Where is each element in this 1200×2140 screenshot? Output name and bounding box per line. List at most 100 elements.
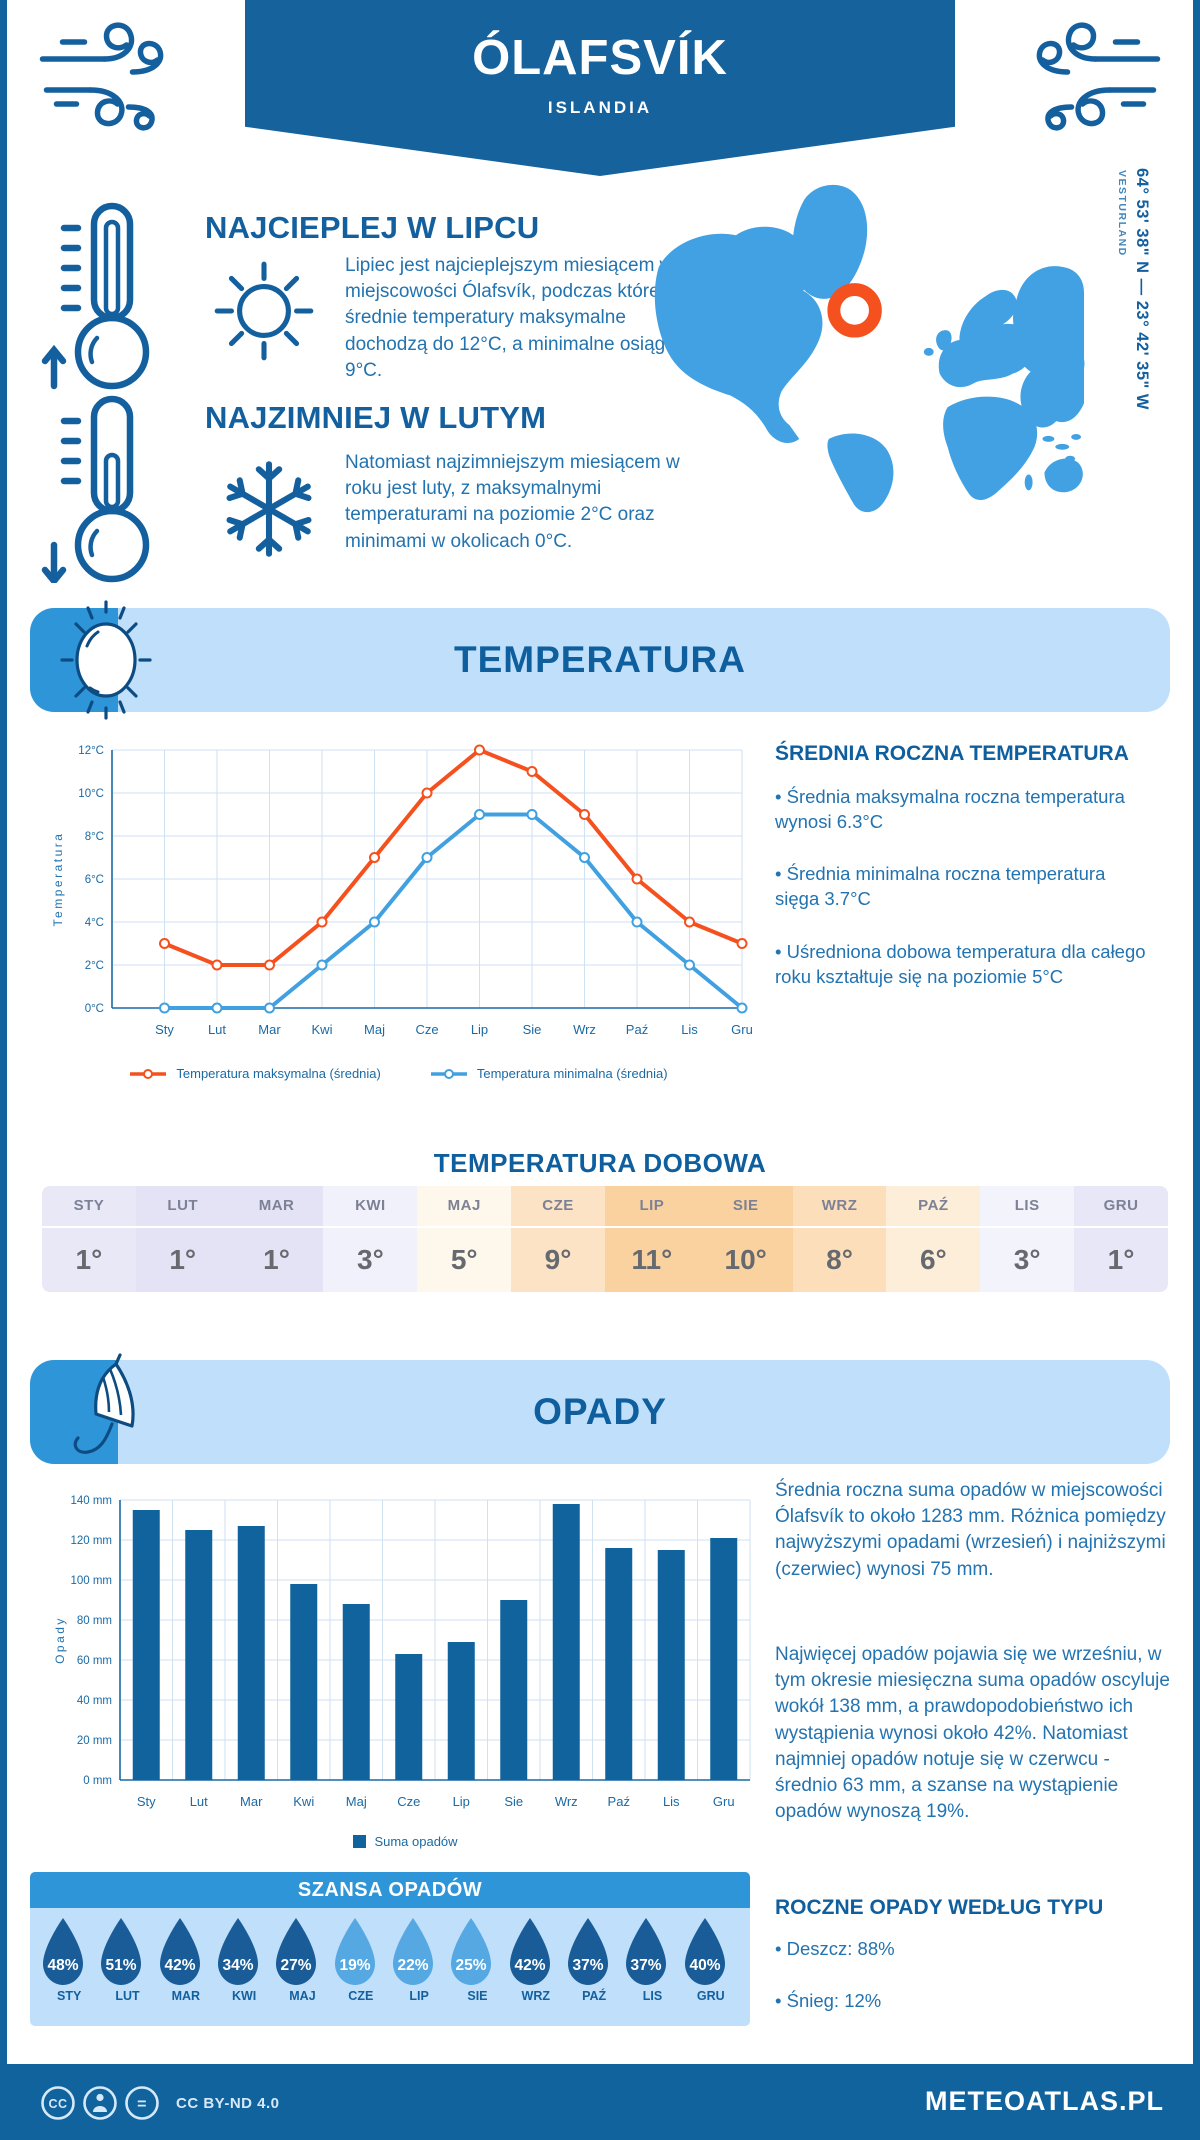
creative-commons-icons: CC = (41, 2086, 159, 2120)
sun-banner-icon (60, 600, 152, 720)
chance-drop-month: CZE (348, 1989, 374, 2003)
svg-text:6°C: 6°C (85, 874, 104, 886)
svg-text:Paź: Paź (626, 1022, 648, 1037)
raindrop-icon: 22% (392, 1918, 433, 1985)
svg-text:Mar: Mar (258, 1022, 281, 1037)
raindrop-icon: 19% (334, 1918, 375, 1985)
annual-temperature-title: ŚREDNIA ROCZNA TEMPERATURA (775, 742, 1129, 765)
snowflake-icon (226, 461, 312, 557)
daily-temperature-title: TEMPERATURA DOBOWA (433, 1148, 767, 1178)
svg-text:4°C: 4°C (85, 917, 104, 929)
daily-table-column: LIS 3° (980, 1186, 1075, 1292)
footer: CC = CC BY-ND 4.0 METEOATLAS.PL (0, 2064, 1200, 2140)
daily-table-month: LIS (980, 1186, 1075, 1228)
license-badge[interactable]: CC = CC BY-ND 4.0 (40, 2085, 280, 2121)
raindrop-icon: 48% (43, 1918, 83, 1985)
svg-text:60 mm: 60 mm (77, 1655, 112, 1667)
stat-item: • Uśredniona dobowa temperatura dla całe… (775, 940, 1146, 987)
svg-text:Temperatura: Temperatura (51, 832, 65, 927)
chance-drop-slot: 37% LIS (623, 1916, 681, 2003)
daily-table-month: SIE (698, 1186, 793, 1228)
daily-table-month: GRU (1074, 1186, 1168, 1228)
svg-text:20 mm: 20 mm (77, 1735, 112, 1747)
sun-icon (214, 261, 314, 361)
daily-table-month: LIP (604, 1186, 699, 1228)
svg-text:27%: 27% (281, 1957, 312, 1974)
temperature-section-title: TEMPERATURA (454, 639, 746, 680)
city-title: ÓLAFSVÍK (472, 31, 728, 85)
svg-text:42%: 42% (164, 1957, 195, 1974)
chance-drop-month: MAR (171, 1989, 201, 2003)
thermometer-down-icon (41, 395, 150, 583)
daily-table-value: 5° (450, 1244, 478, 1275)
legend-item: Temperatura minimalna (średnia) (429, 1066, 668, 1081)
daily-table-value: 11° (631, 1244, 673, 1275)
daily-table-month: MAJ (417, 1186, 512, 1228)
svg-text:Mar: Mar (240, 1794, 263, 1809)
svg-text:Cze: Cze (415, 1022, 438, 1037)
stat-item: • Średnia maksymalna roczna temperatura … (775, 786, 1125, 833)
precipitation-details: Najwięcej opadów pojawia się we wrześniu… (775, 1644, 1170, 1823)
svg-text:Lis: Lis (681, 1022, 698, 1037)
daily-table-column: LIP 11° (604, 1186, 699, 1292)
left-border-strip (0, 0, 7, 2140)
svg-text:80 mm: 80 mm (77, 1615, 112, 1627)
chance-drop-slot: 42% WRZ (507, 1916, 565, 2003)
raindrop-icon: 42% (159, 1918, 200, 1985)
precipitation-chart-legend: Suma opadów (48, 1834, 763, 1849)
site-link[interactable]: METEOATLAS.PL (925, 2086, 1164, 2116)
stat-item: • Średnia minimalna roczna temperatura s… (775, 863, 1106, 910)
svg-text:37%: 37% (631, 1957, 662, 1974)
svg-text:Opady: Opady (53, 1616, 67, 1664)
svg-text:12°C: 12°C (78, 745, 104, 757)
wind-icon (39, 22, 164, 131)
precipitation-section-title: OPADY (533, 1391, 667, 1432)
daily-table-value: 3° (1013, 1244, 1041, 1275)
daily-table-column: GRU 1° (1074, 1186, 1168, 1292)
svg-text:Gru: Gru (731, 1022, 753, 1037)
daily-table-column: STY 1° (42, 1186, 136, 1292)
svg-text:0°C: 0°C (85, 1003, 104, 1015)
raindrop-icon: 34% (217, 1918, 258, 1985)
raindrop-icon: 37% (567, 1918, 608, 1985)
svg-text:48%: 48% (47, 1957, 78, 1974)
type-item: • Śnieg: 12% (775, 1990, 882, 2012)
coldest-text: Natomiast najzimniejszym miesiącem w rok… (345, 452, 680, 552)
chance-drop-month: GRU (696, 1989, 725, 2003)
svg-text:Lis: Lis (663, 1794, 680, 1809)
svg-text:22%: 22% (397, 1957, 428, 1974)
svg-text:CC: CC (48, 2097, 67, 2111)
precipitation-chance-drops: 48% STY 51% LUT 42% MAR 34% KWI 27% MAJ 19% CZE 22% L… (30, 1908, 750, 2003)
svg-text:Sie: Sie (504, 1794, 523, 1809)
svg-text:2°C: 2°C (85, 960, 104, 972)
raindrop-icon: 51% (101, 1918, 142, 1985)
svg-text:Lut: Lut (190, 1794, 208, 1809)
daily-table-value: 9° (544, 1244, 572, 1275)
precipitation-chance-title: SZANSA OPADÓW (30, 1872, 750, 1908)
precipitation-type-list: • Deszcz: 88% • Śnieg: 12% (775, 1936, 1147, 2040)
coldest-title: NAJZIMNIEJ W LUTYM (205, 400, 547, 435)
chance-drop-slot: 51% LUT (98, 1916, 156, 2003)
svg-text:100 mm: 100 mm (70, 1575, 112, 1587)
svg-text:8°C: 8°C (85, 831, 104, 843)
svg-text:Wrz: Wrz (573, 1022, 596, 1037)
chance-drop-slot: 34% KWI (215, 1916, 273, 2003)
daily-table-month: WRZ (792, 1186, 887, 1228)
annual-temperature-stats: • Średnia maksymalna roczna temperatura … (775, 784, 1147, 1016)
svg-text:Maj: Maj (364, 1022, 385, 1037)
daily-table-value: 1° (263, 1244, 290, 1275)
chance-drop-slot: 37% PAŹ (565, 1916, 623, 2003)
svg-text:0 mm: 0 mm (83, 1775, 112, 1787)
svg-text:51%: 51% (106, 1957, 137, 1974)
precipitation-chart: 0 mm 20 mm 40 mm 60 mm 80 mm 100 mm 120 mm 140 … (53, 1495, 751, 1809)
svg-text:=: = (137, 2096, 147, 2113)
chance-drop-slot: 22% LIP (390, 1916, 448, 2003)
svg-text:25%: 25% (456, 1957, 487, 1974)
chance-drop-month: WRZ (521, 1989, 551, 2003)
svg-text:40%: 40% (689, 1957, 720, 1974)
license-label: CC BY-ND 4.0 (176, 2094, 280, 2112)
chance-drop-month: LIP (409, 1989, 429, 2003)
daily-table-value: 8° (826, 1244, 853, 1275)
svg-text:19%: 19% (339, 1957, 370, 1974)
chance-drop-month: LIS (642, 1989, 663, 2003)
